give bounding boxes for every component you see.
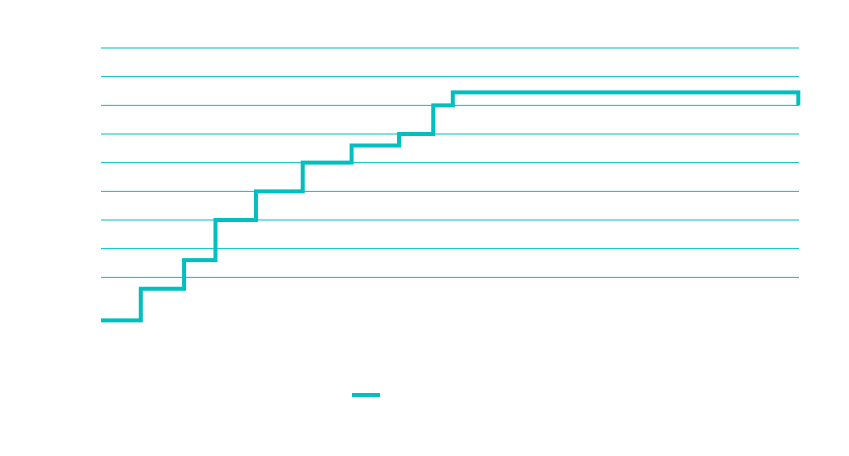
series-step-line <box>101 90 801 323</box>
gridlines <box>101 47 799 278</box>
